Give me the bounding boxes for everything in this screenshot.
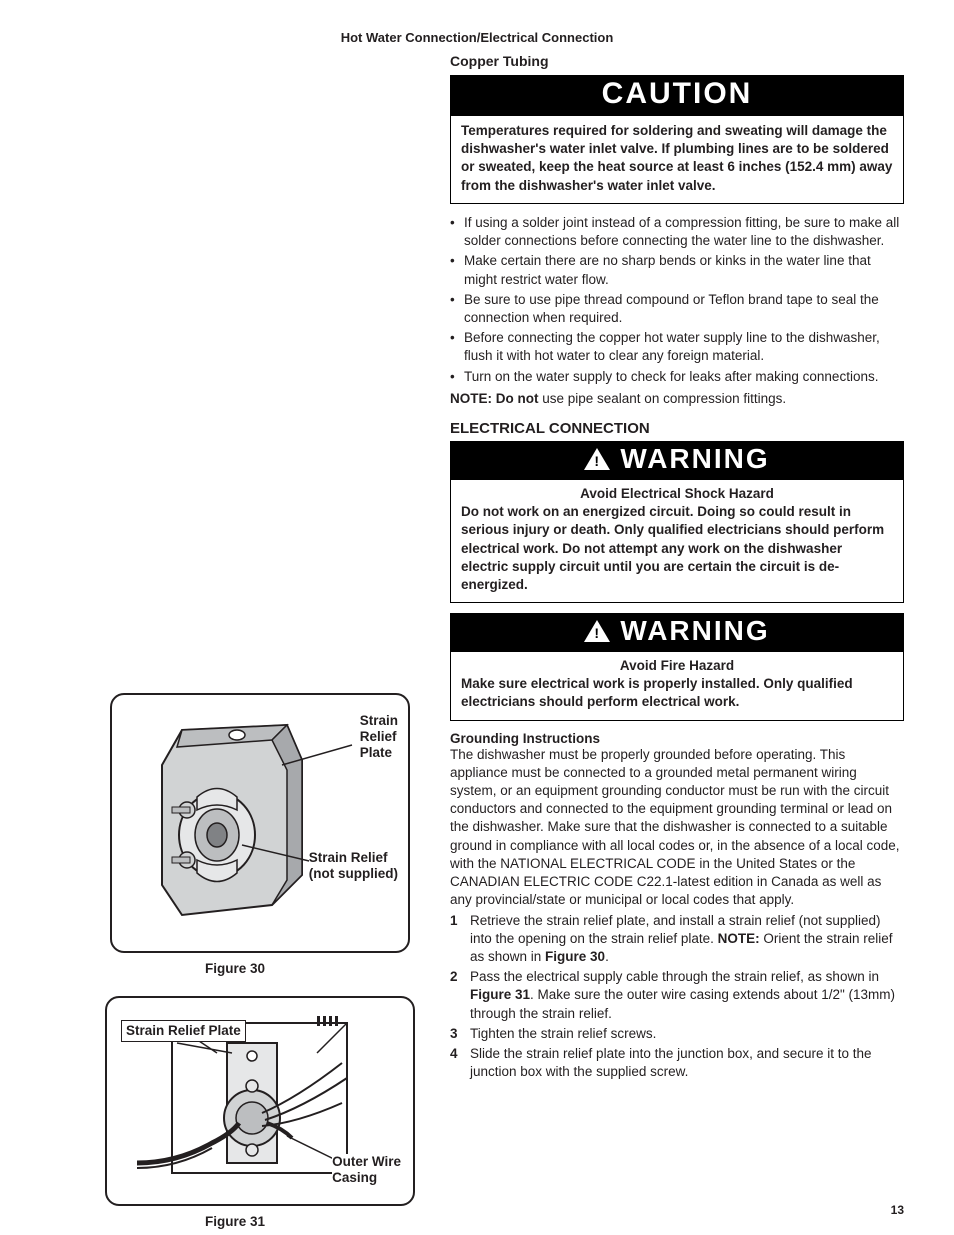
copper-bullet: If using a solder joint instead of a com… [464,214,904,250]
copper-tubing-bullets: If using a solder joint instead of a com… [450,214,904,386]
figure-31-box: Strain Relief Plate Outer Wire Casing [105,996,415,1206]
copper-bullet: Make certain there are no sharp bends or… [464,252,904,288]
warning-1-box: Avoid Electrical Shock Hazard Do not wor… [450,479,904,603]
warning-1-text: Do not work on an energized circuit. Doi… [461,503,893,594]
figure-30-box: Strain Relief Plate Strain Relief (not s… [110,693,410,953]
warning-icon [584,620,610,642]
copper-bullet: Be sure to use pipe thread compound or T… [464,291,904,327]
electrical-connection-heading: ELECTRICAL CONNECTION [450,420,904,437]
content-columns: Strain Relief Plate Strain Relief (not s… [50,53,904,1229]
caution-text: Temperatures required for soldering and … [461,122,893,195]
step-3: Tighten the strain relief screws. [470,1025,904,1043]
grounding-text: The dishwasher must be properly grounded… [450,746,904,910]
warning-icon [584,448,610,470]
grounding-heading: Grounding Instructions [450,731,904,746]
copper-note-rest: use pipe sealant on compression fittings… [538,391,786,406]
warning-2-banner: WARNING [450,613,904,651]
page-number: 13 [891,1203,904,1217]
step-text: . [605,949,609,964]
copper-note: NOTE: Do not use pipe sealant on compres… [450,390,904,408]
page-header: Hot Water Connection/Electrical Connecti… [50,30,904,45]
caution-banner: CAUTION [450,75,904,115]
warning-1-banner: WARNING [450,441,904,479]
warning-1-label: WARNING [620,443,769,475]
step-note-bold: NOTE: [718,931,760,946]
copper-tubing-heading: Copper Tubing [450,53,904,69]
step-text: . Make sure the outer wire casing extend… [470,987,895,1020]
warning-2-subtitle: Avoid Fire Hazard [461,658,893,673]
copper-bullet: Turn on the water supply to check for le… [464,368,904,386]
warning-2-box: Avoid Fire Hazard Make sure electrical w… [450,651,904,720]
warning-2-label: WARNING [620,615,769,647]
right-column: Copper Tubing CAUTION Temperatures requi… [450,53,904,1229]
step-2: Pass the electrical supply cable through… [470,968,904,1023]
caution-label: CAUTION [602,77,753,111]
step-4: Slide the strain relief plate into the j… [470,1045,904,1081]
step-text: Pass the electrical supply cable through… [470,969,879,984]
figure-31-label-plate: Strain Relief Plate [121,1020,246,1042]
step-figure-ref: Figure 30 [545,949,605,964]
figure-30-label-relief: Strain Relief (not supplied) [309,850,398,882]
copper-bullet: Before connecting the copper hot water s… [464,329,904,365]
figure-31-caption: Figure 31 [50,1214,420,1229]
warning-1-subtitle: Avoid Electrical Shock Hazard [461,486,893,501]
warning-2-text: Make sure electrical work is properly in… [461,675,893,711]
figure-30-label-plate: Strain Relief Plate [360,713,398,762]
left-column: Strain Relief Plate Strain Relief (not s… [50,53,420,1229]
caution-box: Temperatures required for soldering and … [450,115,904,204]
step-1: Retrieve the strain relief plate, and in… [470,912,904,967]
figure-31-label-casing: Outer Wire Casing [332,1154,401,1186]
copper-note-prefix: NOTE: Do not [450,391,538,406]
figure-30-caption: Figure 30 [50,961,420,976]
grounding-steps: Retrieve the strain relief plate, and in… [450,912,904,1082]
step-figure-ref: Figure 31 [470,987,530,1002]
